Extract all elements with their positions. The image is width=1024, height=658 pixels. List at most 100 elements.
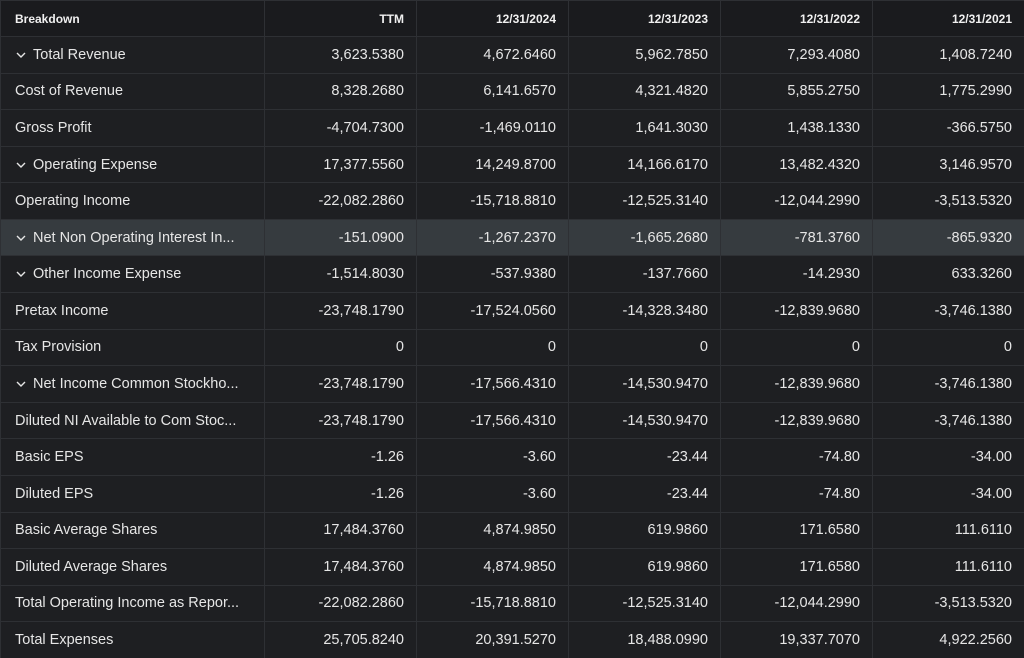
value-cell: 8,328.2680 xyxy=(264,72,417,111)
value-cell: 1,408.7240 xyxy=(872,36,1024,74)
value-cell: 0 xyxy=(416,328,569,367)
row-label-cell: Tax Provision xyxy=(0,328,265,367)
value-cell: -865.9320 xyxy=(872,218,1024,257)
row-label-cell: Operating Expense xyxy=(0,145,265,184)
value-cell: 0 xyxy=(872,328,1024,367)
table-row: Total Expenses 25,705.8240 20,391.5270 18,4… xyxy=(0,621,1024,658)
value-cell: -74.80 xyxy=(720,474,873,513)
column-header: 12/31/2023 xyxy=(568,0,721,37)
row-label: Pretax Income xyxy=(15,302,109,319)
value-cell: 4,874.9850 xyxy=(416,548,569,586)
table-row: Pretax Income -23,748.1790 -17,524.0560 -14… xyxy=(0,292,1024,330)
row-label: Other Income Expense xyxy=(33,266,182,283)
value-cell: -1.26 xyxy=(264,438,417,476)
table-row: Tax Provision 0 0 0 0 0 xyxy=(0,328,1024,367)
value-cell: -14,530.9470 xyxy=(568,401,721,440)
value-cell: -3,746.1380 xyxy=(872,401,1024,440)
value-cell: -3,746.1380 xyxy=(872,365,1024,403)
value-cell: 5,962.7850 xyxy=(568,36,721,74)
value-cell: -34.00 xyxy=(872,474,1024,513)
expand-chevron[interactable] xyxy=(15,233,27,243)
row-label: Cost of Revenue xyxy=(15,83,124,100)
row-label: Basic Average Shares xyxy=(15,522,158,539)
expand-chevron[interactable] xyxy=(15,50,27,60)
column-header: 12/31/2024 xyxy=(416,0,569,37)
value-cell: -17,566.4310 xyxy=(416,365,569,403)
value-cell: -14,328.3480 xyxy=(568,292,721,330)
row-label-cell: Diluted EPS xyxy=(0,474,265,513)
value-cell: -1,665.2680 xyxy=(568,218,721,257)
row-label-cell: Cost of Revenue xyxy=(0,72,265,111)
table-body: Total Revenue 3,623.5380 4,672.6460 5,962.7… xyxy=(0,36,1024,658)
row-label-cell: Diluted Average Shares xyxy=(0,548,265,586)
value-cell: -781.3760 xyxy=(720,218,873,257)
value-cell: -1.26 xyxy=(264,474,417,513)
row-label-cell: Other Income Expense xyxy=(0,255,265,294)
value-cell: 4,321.4820 xyxy=(568,72,721,111)
value-cell: 1,775.2990 xyxy=(872,72,1024,111)
row-label: Total Operating Income as Repor... xyxy=(15,595,240,612)
value-cell: 14,166.6170 xyxy=(568,145,721,184)
row-label-cell: Basic EPS xyxy=(0,438,265,476)
row-label-cell: Pretax Income xyxy=(0,292,265,330)
value-cell: 6,141.6570 xyxy=(416,72,569,111)
row-label-cell: Operating Income xyxy=(0,182,265,220)
row-label-cell: Diluted NI Available to Com Stoc... xyxy=(0,401,265,440)
value-cell: 171.6580 xyxy=(720,511,873,550)
table-row: Other Income Expense -1,514.8030 -537.9380… xyxy=(0,255,1024,294)
row-label-cell: Net Income Common Stockho... xyxy=(0,365,265,403)
value-cell: 17,484.3760 xyxy=(264,511,417,550)
row-label: Total Revenue xyxy=(33,46,126,63)
expand-chevron[interactable] xyxy=(15,379,27,389)
value-cell: 619.9860 xyxy=(568,548,721,586)
value-cell: 17,377.5560 xyxy=(264,145,417,184)
value-cell: -15,718.8810 xyxy=(416,584,569,623)
value-cell: 111.6110 xyxy=(872,511,1024,550)
row-label: Total Expenses xyxy=(15,632,114,649)
expand-chevron[interactable] xyxy=(15,269,27,279)
row-label: Net Non Operating Interest In... xyxy=(33,229,235,246)
value-cell: -23,748.1790 xyxy=(264,292,417,330)
value-cell: 0 xyxy=(264,328,417,367)
table-row: Diluted EPS -1.26 -3.60 -23.44 -74.80 -34.00 xyxy=(0,474,1024,513)
value-cell: -12,525.3140 xyxy=(568,584,721,623)
breakdown-header: Breakdown xyxy=(0,0,265,37)
value-cell: -3.60 xyxy=(416,474,569,513)
table-row: Operating Income -22,082.2860 -15,718.8810… xyxy=(0,182,1024,220)
value-cell: -22,082.2860 xyxy=(264,584,417,623)
value-cell: -537.9380 xyxy=(416,255,569,294)
value-cell: 633.3260 xyxy=(872,255,1024,294)
value-cell: -12,044.2990 xyxy=(720,584,873,623)
value-cell: 111.6110 xyxy=(872,548,1024,586)
value-cell: -3,746.1380 xyxy=(872,292,1024,330)
value-cell: 17,484.3760 xyxy=(264,548,417,586)
value-cell: 19,337.7070 xyxy=(720,621,873,658)
row-label: Operating Income xyxy=(15,193,131,210)
column-header: 12/31/2021 xyxy=(872,0,1024,37)
value-cell: -12,839.9680 xyxy=(720,401,873,440)
value-cell: -23.44 xyxy=(568,438,721,476)
value-cell: 4,672.6460 xyxy=(416,36,569,74)
value-cell: -14,530.9470 xyxy=(568,365,721,403)
table-row: Cost of Revenue 8,328.2680 6,141.6570 4,321… xyxy=(0,72,1024,111)
value-cell: 25,705.8240 xyxy=(264,621,417,658)
value-cell: -23.44 xyxy=(568,474,721,513)
value-cell: -17,524.0560 xyxy=(416,292,569,330)
row-label: Diluted NI Available to Com Stoc... xyxy=(15,412,237,429)
value-cell: -1,469.0110 xyxy=(416,109,569,147)
row-label: Diluted EPS xyxy=(15,485,94,502)
row-label: Tax Provision xyxy=(15,339,102,356)
expand-chevron[interactable] xyxy=(15,160,27,170)
row-label-cell: Net Non Operating Interest In... xyxy=(0,218,265,257)
row-label: Basic EPS xyxy=(15,449,84,466)
table-row: Net Income Common Stockho... -23,748.1790… xyxy=(0,365,1024,403)
value-cell: -12,839.9680 xyxy=(720,292,873,330)
table-row: Basic EPS -1.26 -3.60 -23.44 -74.80 -34.00 xyxy=(0,438,1024,476)
table-row: Diluted NI Available to Com Stoc... -23,7… xyxy=(0,401,1024,440)
value-cell: 18,488.0990 xyxy=(568,621,721,658)
table-row: Diluted Average Shares 17,484.3760 4,874.9… xyxy=(0,548,1024,586)
value-cell: -12,044.2990 xyxy=(720,182,873,220)
row-label-cell: Total Expenses xyxy=(0,621,265,658)
